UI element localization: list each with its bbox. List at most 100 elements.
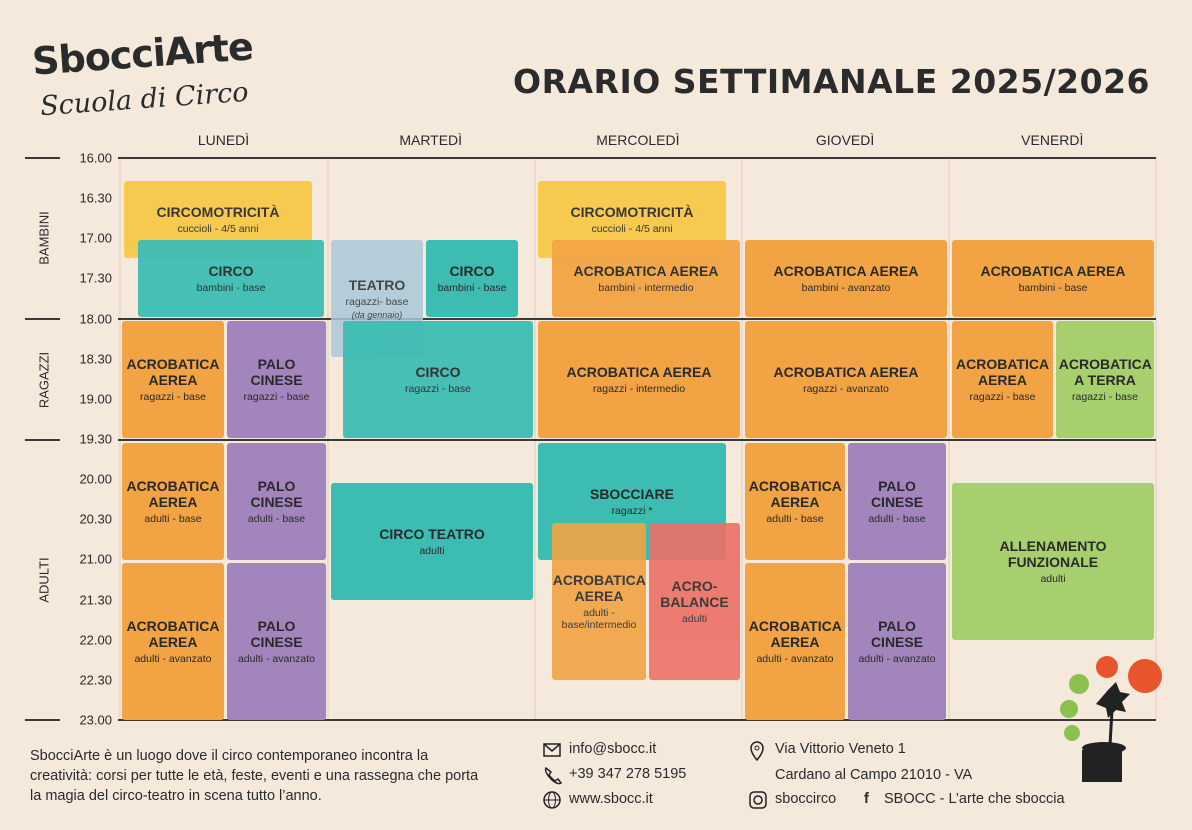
class-title: ACROBATICA AEREA bbox=[956, 356, 1050, 388]
class-detail: ragazzi - intermedio bbox=[592, 383, 686, 395]
class-title: ACROBATICA AEREA bbox=[126, 356, 220, 388]
class-block: ACROBATICA A TERRA ragazzi - base bbox=[1056, 321, 1154, 438]
class-detail: adulti bbox=[1040, 573, 1066, 585]
address-line1: Via Vittorio Veneto 1 bbox=[775, 741, 906, 757]
class-block: ALLENAMENTO FUNZIONALE adulti bbox=[952, 483, 1154, 640]
class-title: ACROBATICA AEREA bbox=[126, 478, 220, 510]
class-detail: bambini - intermedio bbox=[598, 282, 694, 294]
class-title: PALO CINESE bbox=[870, 618, 924, 650]
class-block: CIRCO TEATRO adulti bbox=[331, 483, 533, 600]
class-detail: adulti - base bbox=[766, 513, 824, 525]
class-block: CIRCO bambini - base bbox=[426, 240, 518, 317]
class-detail: adulti bbox=[681, 613, 708, 625]
class-title: ACROBATICA AEREA bbox=[748, 618, 842, 650]
time-label: 16.30 bbox=[79, 190, 112, 206]
time-label: 19.30 bbox=[79, 431, 112, 447]
class-title: ACROBATICA AEREA bbox=[980, 263, 1126, 279]
class-block: PALO CINESE adulti - base bbox=[848, 443, 946, 560]
time-label: 22.30 bbox=[79, 672, 112, 688]
class-detail: adulti - base bbox=[868, 513, 926, 525]
section-label: ADULTI bbox=[36, 557, 52, 603]
class-detail: ragazzi - base bbox=[243, 391, 310, 403]
time-label: 22.00 bbox=[79, 632, 112, 648]
class-title: CIRCO bbox=[415, 364, 461, 380]
class-title: CIRCO TEATRO bbox=[379, 526, 485, 542]
class-block: ACROBATICA AEREA ragazzi - base bbox=[952, 321, 1053, 438]
time-label: 17.00 bbox=[79, 230, 112, 246]
class-title: ACROBATICA AEREA bbox=[748, 478, 842, 510]
class-block: ACROBATICA AEREA adulti - base bbox=[745, 443, 845, 560]
class-block: ACROBATICA AEREA adulti - base bbox=[122, 443, 224, 560]
time-label: 23.00 bbox=[79, 712, 112, 728]
email: info@sbocc.it bbox=[569, 741, 657, 757]
class-title: ACROBATICA AEREA bbox=[773, 263, 919, 279]
class-detail: adulti bbox=[419, 545, 445, 557]
class-detail: ragazzi - avanzato bbox=[803, 383, 889, 395]
class-title: CIRCO bbox=[208, 263, 254, 279]
class-detail: ragazzi- base bbox=[345, 296, 409, 308]
class-block: ACROBATICA AEREA bambini - intermedio bbox=[552, 240, 740, 317]
class-detail: bambini - base bbox=[196, 282, 266, 294]
class-title: ACROBATICA A TERRA bbox=[1058, 356, 1152, 388]
class-block: ACROBATICA AEREA ragazzi - avanzato bbox=[745, 321, 947, 438]
time-label: 21.30 bbox=[79, 592, 112, 608]
class-title: CIRCOMOTRICITÀ bbox=[156, 204, 280, 220]
class-title: CIRCO bbox=[449, 263, 495, 279]
section-label: BAMBINI bbox=[36, 211, 52, 265]
day-header: MERCOLEDÌ bbox=[596, 132, 680, 148]
class-title: ACROBATICA AEREA bbox=[566, 364, 712, 380]
class-block: ACROBATICA AEREA ragazzi - intermedio bbox=[538, 321, 740, 438]
website: www.sbocc.it bbox=[569, 791, 653, 807]
class-note: (da gennaio) bbox=[351, 310, 403, 320]
class-title: ACROBATICA AEREA bbox=[126, 618, 220, 650]
class-detail: adulti - avanzato bbox=[237, 653, 316, 665]
class-block: PALO CINESE adulti - base bbox=[227, 443, 326, 560]
class-title: ALLENAMENTO FUNZIONALE bbox=[999, 538, 1107, 570]
day-header: GIOVEDÌ bbox=[815, 132, 875, 148]
class-detail: cuccioli - 4/5 anni bbox=[591, 223, 673, 235]
class-title: CIRCOMOTRICITÀ bbox=[570, 204, 694, 220]
class-detail: bambini - base bbox=[437, 282, 507, 294]
class-title: PALO CINESE bbox=[250, 356, 303, 388]
time-label: 17.30 bbox=[79, 270, 112, 286]
class-block: PALO CINESE adulti - avanzato bbox=[227, 563, 326, 720]
class-detail: adulti - avanzato bbox=[134, 653, 212, 665]
time-label: 20.30 bbox=[79, 511, 112, 527]
class-title: ACRO-BALANCE bbox=[660, 578, 729, 610]
class-block: CIRCO ragazzi - base bbox=[343, 321, 533, 438]
class-detail: adulti - base bbox=[144, 513, 202, 525]
class-block: ACROBATICA AEREA adulti - avanzato bbox=[745, 563, 845, 720]
contact-icons bbox=[543, 741, 767, 809]
class-detail: ragazzi - base bbox=[1072, 391, 1138, 403]
class-title: TEATRO bbox=[348, 277, 406, 293]
address-line2: Cardano al Campo 21010 - VA bbox=[775, 767, 973, 783]
day-header: VENERDÌ bbox=[1021, 132, 1084, 148]
class-detail: ragazzi - base bbox=[405, 383, 471, 395]
class-title: ACROBATICA AEREA bbox=[573, 263, 719, 279]
class-detail: ragazzi * bbox=[611, 505, 653, 517]
class-block: ACROBATICA AEREA bambini - avanzato bbox=[745, 240, 947, 317]
class-block: ACROBATICA AEREA adulti - avanzato bbox=[122, 563, 224, 720]
title: ORARIO SETTIMANALE 2025/2026 bbox=[513, 62, 1150, 101]
class-block: PALO CINESE ragazzi - base bbox=[227, 321, 326, 438]
class-block: ACROBATICA AEREA adulti - base/intermedio bbox=[552, 523, 646, 680]
class-detail: ragazzi - base bbox=[969, 391, 1036, 403]
class-detail: bambini - base bbox=[1018, 282, 1088, 294]
class-detail: adulti - base/intermedio bbox=[561, 607, 637, 631]
time-label: 16.00 bbox=[79, 150, 112, 166]
class-title: PALO CINESE bbox=[870, 478, 924, 510]
class-detail: cuccioli - 4/5 anni bbox=[177, 223, 259, 235]
class-block: CIRCO bambini - base bbox=[138, 240, 324, 317]
class-detail: adulti - avanzato bbox=[756, 653, 834, 665]
class-block: ACROBATICA AEREA bambini - base bbox=[952, 240, 1154, 317]
class-block: ACRO-BALANCE adulti bbox=[649, 523, 740, 680]
class-title: PALO CINESE bbox=[250, 618, 303, 650]
day-header: MARTEDÌ bbox=[399, 132, 463, 148]
class-block: ACROBATICA AEREA ragazzi - base bbox=[122, 321, 224, 438]
class-detail: bambini - avanzato bbox=[801, 282, 891, 294]
class-title: SBOCCIARE bbox=[589, 486, 674, 502]
time-label: 19.00 bbox=[79, 391, 112, 407]
class-title: PALO CINESE bbox=[250, 478, 303, 510]
class-detail: adulti - base bbox=[247, 513, 306, 525]
